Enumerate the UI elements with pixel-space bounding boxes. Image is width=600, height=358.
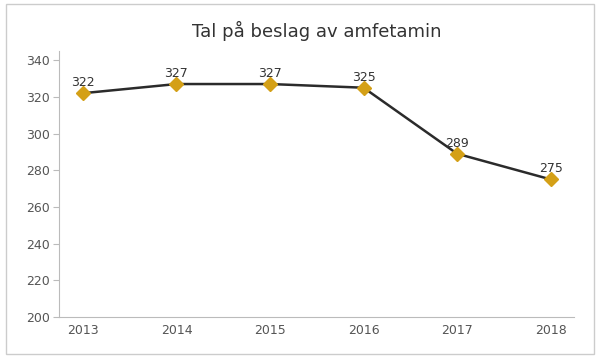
Text: 275: 275 [539,163,563,175]
Text: 289: 289 [445,137,469,150]
Text: 322: 322 [71,76,94,89]
Title: Tal på beslag av amfetamin: Tal på beslag av amfetamin [192,21,442,41]
Text: 327: 327 [258,67,281,80]
Text: 325: 325 [352,71,376,84]
Text: 327: 327 [164,67,188,80]
